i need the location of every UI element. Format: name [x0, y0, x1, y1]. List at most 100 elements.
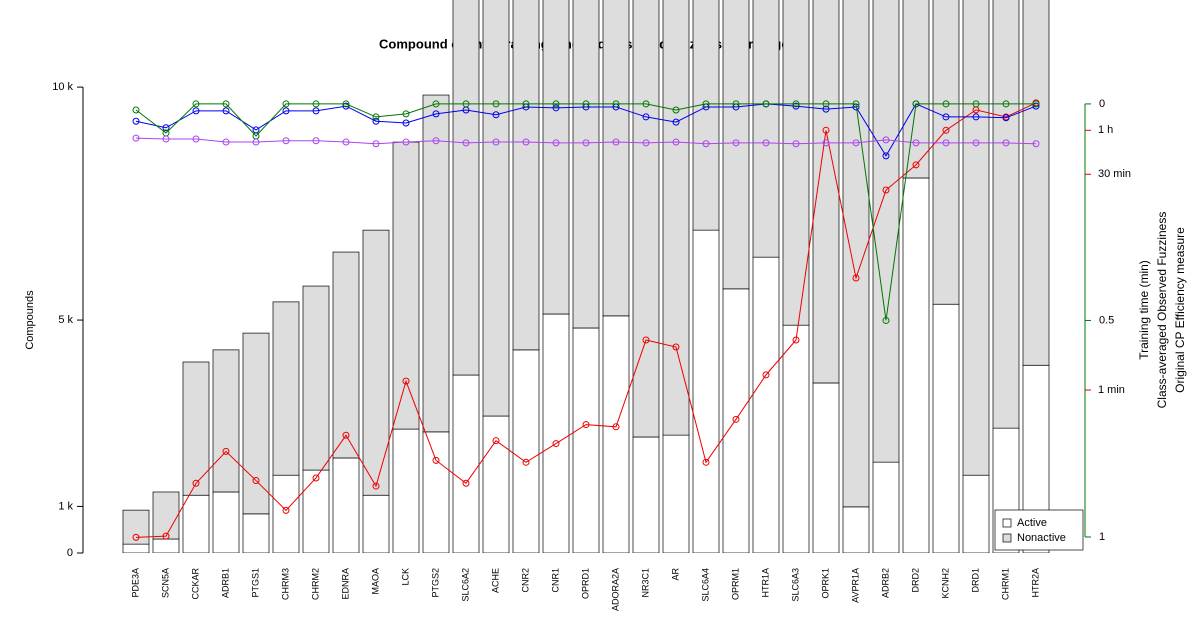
bar-segment: [182, 361, 210, 496]
bar-segment: [512, 349, 540, 553]
x-tick-label: LCK: [400, 568, 410, 586]
x-tick-label: MAOA: [370, 568, 380, 595]
bar-segment: [392, 428, 420, 553]
legend-swatch: [1002, 533, 1012, 543]
bar-segment: [152, 538, 180, 553]
point: [222, 107, 230, 115]
bar-segment: [362, 494, 390, 553]
point: [432, 100, 440, 108]
x-tick-label: CHRM1: [1000, 568, 1010, 600]
bar-segment: [242, 513, 270, 553]
point: [1032, 100, 1040, 108]
y-tick-label: 5 k: [58, 314, 73, 326]
bar-segment: [722, 0, 750, 290]
point: [372, 113, 380, 121]
bar-segment: [962, 474, 990, 553]
x-tick-label: NR3C1: [640, 568, 650, 598]
point: [642, 139, 650, 147]
bar-segment: [212, 491, 240, 553]
bar-segment: [602, 0, 630, 317]
bar-segment: [572, 327, 600, 553]
point: [882, 152, 890, 160]
bar-segment: [872, 461, 900, 553]
point: [342, 138, 350, 146]
point: [432, 110, 440, 118]
bar-segment: [842, 506, 870, 553]
point: [132, 117, 140, 125]
point: [402, 119, 410, 127]
point: [162, 124, 170, 132]
point: [462, 139, 470, 147]
y-axis-title-right: Class-averaged Observed Fuzziness: [1155, 212, 1169, 409]
bar-segment: [482, 0, 510, 417]
point: [192, 479, 200, 487]
x-tick-label: PDE3A: [130, 568, 140, 598]
x-tick-label: DRD2: [910, 568, 920, 593]
bar-segment: [932, 303, 960, 553]
point: [852, 274, 860, 282]
bar-segment: [182, 494, 210, 553]
point: [492, 437, 500, 445]
point: [492, 111, 500, 119]
bar-segment: [452, 0, 480, 376]
point: [1032, 140, 1040, 148]
bars: [122, 0, 1050, 553]
bar-segment: [902, 0, 930, 179]
bar-segment: [362, 229, 390, 496]
x-tick-label: SLC6A4: [700, 568, 710, 602]
bar-segment: [692, 229, 720, 553]
bar-segment: [782, 324, 810, 553]
point: [192, 107, 200, 115]
point: [162, 135, 170, 143]
point: [912, 139, 920, 147]
point: [282, 137, 290, 145]
x-tick-label: ADRB2: [880, 568, 890, 598]
bar-segment: [632, 0, 660, 438]
y-axis-title-right: Training time (min): [1137, 260, 1151, 360]
point: [222, 447, 230, 455]
point: [132, 106, 140, 114]
bar-segment: [722, 288, 750, 553]
x-tick-label: OPRD1: [580, 568, 590, 599]
x-tick-label: CCKAR: [190, 568, 200, 600]
point: [462, 100, 470, 108]
point: [612, 423, 620, 431]
point: [972, 139, 980, 147]
x-tick-label: CNR2: [520, 568, 530, 593]
x-tick-label: ACHE: [490, 568, 500, 593]
point: [492, 138, 500, 146]
point: [852, 139, 860, 147]
point: [582, 139, 590, 147]
bar-segment: [812, 382, 840, 553]
y3-tick-label: 1 min: [1098, 384, 1125, 396]
point: [612, 138, 620, 146]
point: [912, 100, 920, 108]
point: [882, 186, 890, 194]
x-tick-label: AVPR1A: [850, 568, 860, 603]
x-tick-label: ADORA2A: [610, 568, 620, 611]
bar-segment: [1022, 0, 1050, 366]
point: [792, 140, 800, 148]
point: [972, 100, 980, 108]
bar-segment: [302, 469, 330, 553]
x-tick-label: KCNH2: [940, 568, 950, 599]
bar-segment: [122, 543, 150, 553]
x-tick-label: PTGS2: [430, 568, 440, 598]
x-tick-label: OPRM1: [730, 568, 740, 600]
x-tick-label: CNR1: [550, 568, 560, 593]
point: [912, 161, 920, 169]
point: [1002, 114, 1010, 122]
bar-segment: [212, 349, 240, 493]
bar-segment: [452, 374, 480, 553]
x-tick-label: CHRM2: [310, 568, 320, 600]
bar-segment: [302, 285, 330, 471]
point: [1002, 139, 1010, 147]
point: [372, 140, 380, 148]
legend-label: Active: [1017, 517, 1047, 529]
point: [522, 100, 530, 108]
point: [312, 100, 320, 108]
point: [942, 113, 950, 121]
x-tick-label: SLC6A2: [460, 568, 470, 602]
y3-tick-label: 30 min: [1098, 168, 1131, 180]
bar-segment: [842, 0, 870, 508]
